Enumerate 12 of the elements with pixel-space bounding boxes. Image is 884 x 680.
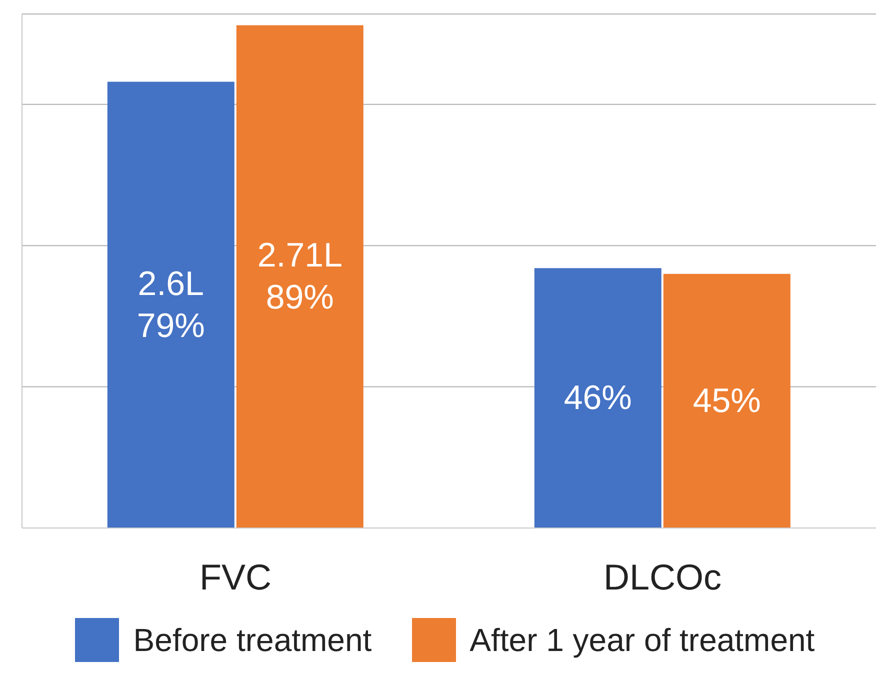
bar (107, 82, 234, 528)
x-tick-label: DLCOc (603, 556, 722, 598)
data-label: 45% (692, 382, 761, 420)
data-label: 2.6L 79% (136, 264, 205, 345)
bar (534, 268, 662, 528)
bar (236, 25, 364, 528)
x-tick-label: FVC (200, 556, 272, 598)
bar (663, 274, 790, 528)
data-label: 2.71L 89% (257, 236, 342, 317)
legend-label: After 1 year of treatment (470, 622, 815, 658)
data-label: 46% (564, 379, 632, 418)
legend-label: Before treatment (133, 622, 372, 658)
